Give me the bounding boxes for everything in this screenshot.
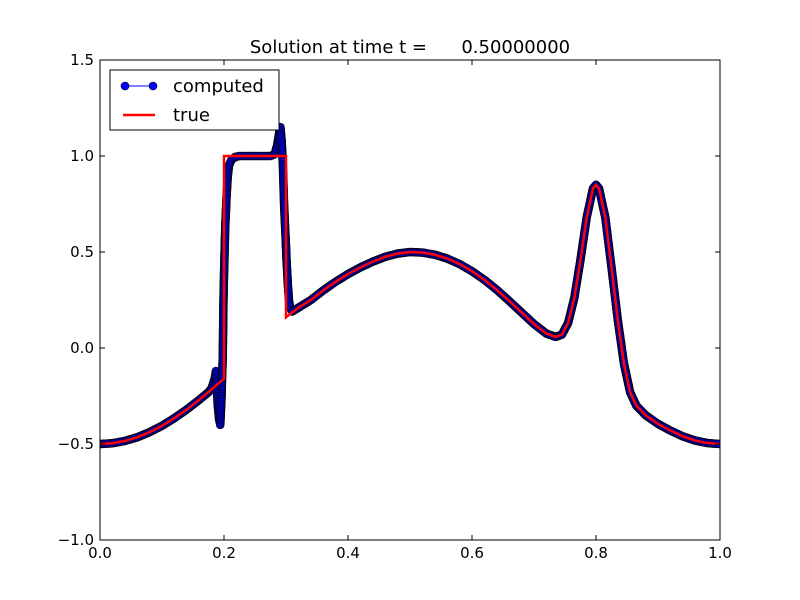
legend-computed-marker bbox=[148, 81, 158, 91]
x-tick-label: 0.4 bbox=[336, 544, 360, 562]
y-tick-label: 1.0 bbox=[70, 147, 94, 165]
legend: computed true bbox=[109, 69, 280, 131]
legend-computed-marker bbox=[120, 81, 130, 91]
y-tick-label: 1.5 bbox=[70, 51, 94, 69]
plot-frame bbox=[99, 59, 721, 541]
y-tick-label: −1.0 bbox=[58, 531, 94, 549]
y-tick-label: 0.0 bbox=[70, 339, 94, 357]
series-true-line bbox=[100, 154, 720, 446]
x-tick-label: 0.0 bbox=[88, 544, 112, 562]
x-tick-label: 0.2 bbox=[212, 544, 236, 562]
chart-title: Solution at time t = 0.50000000 bbox=[250, 37, 570, 58]
legend-computed-label: computed bbox=[173, 76, 264, 97]
legend-true-label: true bbox=[173, 105, 210, 126]
y-tick-label: 0.5 bbox=[70, 243, 94, 261]
y-tick-label: −0.5 bbox=[58, 435, 94, 453]
x-tick-label: 0.6 bbox=[460, 544, 484, 562]
x-tick-label: 1.0 bbox=[708, 544, 732, 562]
x-tick-label: 0.8 bbox=[584, 544, 608, 562]
series-layer bbox=[100, 122, 720, 449]
plot-area bbox=[100, 60, 720, 540]
ticks-layer: 0.0 0.2 0.4 0.6 0.8 1.0 1.5 1.0 0.5 0.0 −0.5 −1.0 bbox=[58, 51, 732, 562]
legend-box bbox=[109, 69, 280, 131]
